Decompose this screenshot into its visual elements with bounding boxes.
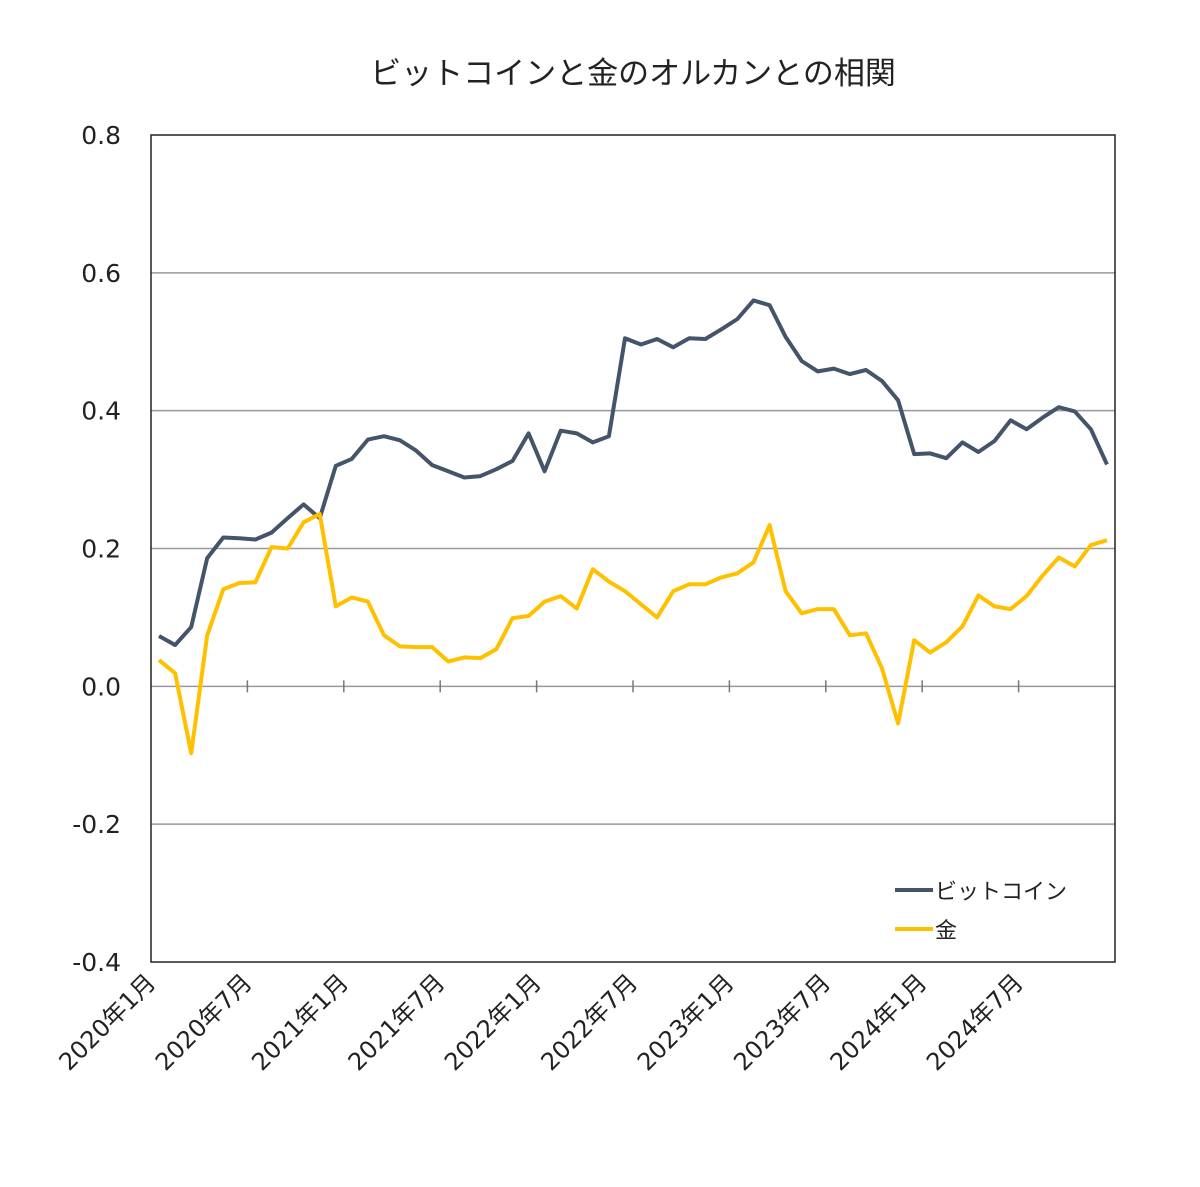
x-tick-label: 2024年7月 (921, 968, 1029, 1076)
y-tick-label: 0.0 (81, 672, 121, 701)
y-tick-label: 0.8 (81, 121, 121, 150)
y-tick-label: 0.6 (81, 259, 121, 288)
y-tick-label: -0.4 (72, 948, 121, 977)
legend: ビットコイン 金 (895, 880, 1067, 944)
y-tick-label: 0.2 (81, 535, 121, 564)
x-tick-label: 2024年1月 (825, 968, 933, 1076)
series-line-bitcoin (159, 300, 1107, 645)
legend-label-bitcoin: ビットコイン (935, 880, 1067, 905)
x-tick-label: 2022年1月 (439, 968, 547, 1076)
y-axis-tick-labels: 0.8 0.6 0.4 0.2 0.0 -0.2 -0.4 (72, 121, 121, 977)
x-tick-label: 2022年7月 (536, 968, 644, 1076)
x-tick-label: 2023年1月 (632, 968, 740, 1076)
gridlines (151, 273, 1115, 824)
series-line-gold (159, 514, 1107, 753)
x-tick-label: 2021年1月 (246, 968, 354, 1076)
x-tick-label: 2020年7月 (150, 968, 258, 1076)
x-tick-label: 2023年7月 (728, 968, 836, 1076)
y-tick-label: 0.4 (81, 397, 121, 426)
chart-title: ビットコインと金のオルカンとの相関 (370, 56, 896, 92)
x-tick-label: 2021年7月 (343, 968, 451, 1076)
x-axis-ticks: 2020年1月2020年7月2021年1月2021年7月2022年1月2022年… (54, 680, 1029, 1076)
y-tick-label: -0.2 (72, 810, 121, 839)
legend-label-gold: 金 (935, 919, 957, 944)
x-tick-label: 2020年1月 (54, 968, 162, 1076)
